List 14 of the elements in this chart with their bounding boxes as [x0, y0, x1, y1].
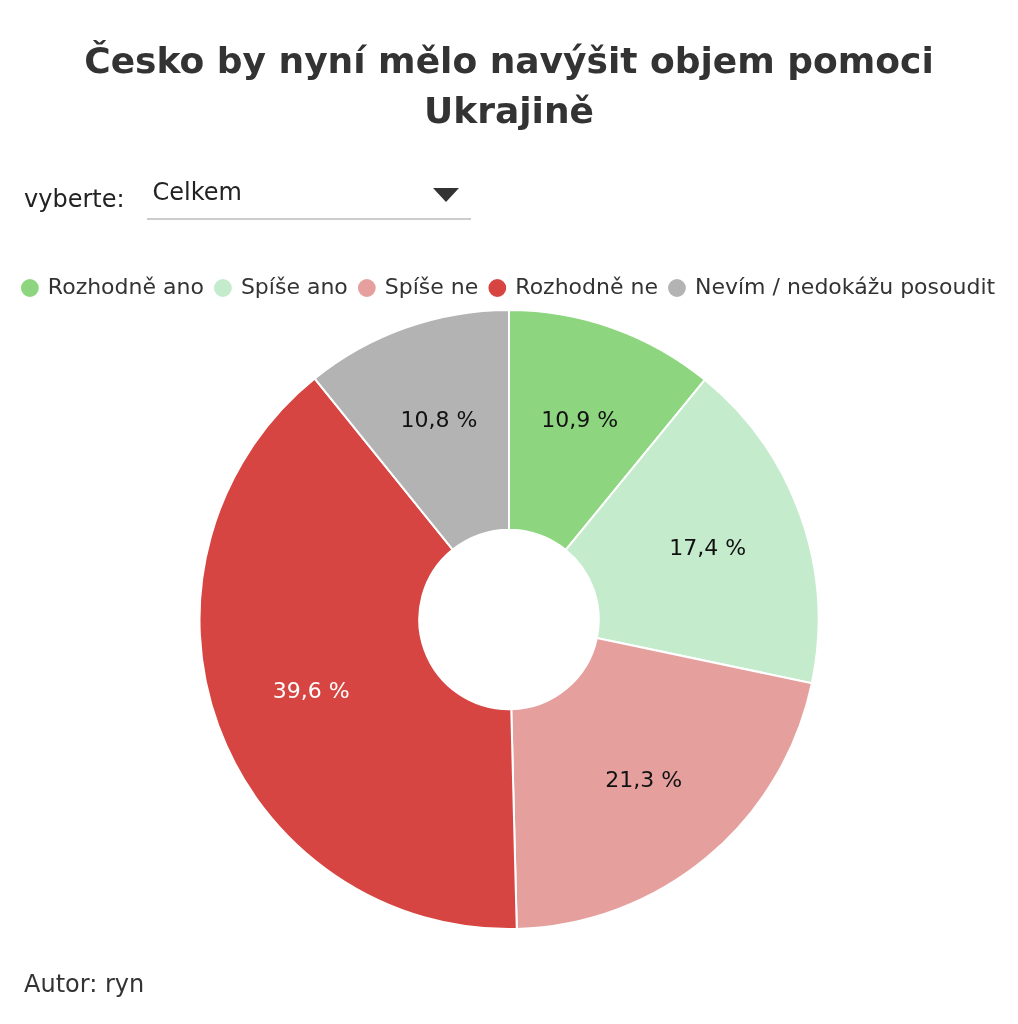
- legend-label: Spíše ne: [384, 273, 479, 299]
- legend-label: Rozhodně ne: [515, 273, 658, 299]
- legend-label: Spíše ano: [240, 273, 348, 299]
- legend-label: Rozhodně ano: [47, 273, 204, 299]
- data-label: 21,3 %: [605, 767, 683, 793]
- data-label: 10,8 %: [400, 406, 478, 432]
- data-label: 39,6 %: [272, 677, 350, 703]
- dropdown-field: Celkem: [146, 178, 471, 220]
- chart-title: Česko by nyní mělo navýšit objem pomoci Ukrajině: [83, 39, 935, 133]
- data-label: 17,4 %: [669, 535, 747, 561]
- text: vyberte:: [24, 185, 125, 213]
- data-label: 10,9 %: [541, 406, 619, 432]
- text: Autor: ryn: [24, 970, 145, 998]
- legend-label: Nevím / nedokážu posoudit: [694, 273, 996, 299]
